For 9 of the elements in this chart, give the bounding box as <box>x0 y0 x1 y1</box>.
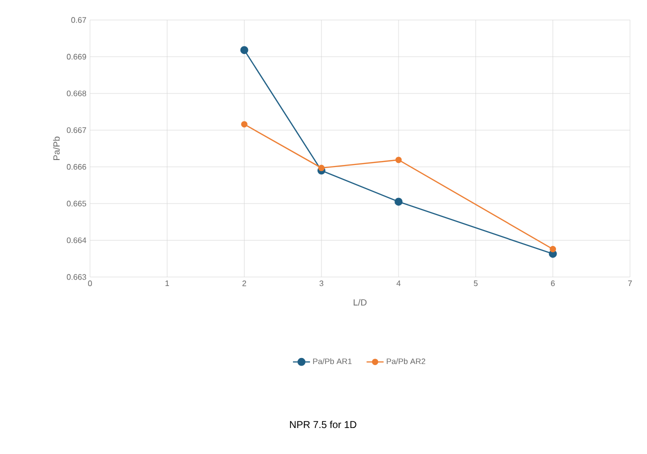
point <box>241 121 248 128</box>
y-axis-title: Pa/Pb <box>53 136 60 160</box>
point <box>318 164 325 172</box>
point <box>394 198 403 206</box>
x-axis-title: L/D <box>354 299 367 306</box>
text: NPR 7.5 for 1D <box>290 420 356 428</box>
point <box>550 246 556 252</box>
point <box>240 46 248 54</box>
point <box>395 156 402 164</box>
